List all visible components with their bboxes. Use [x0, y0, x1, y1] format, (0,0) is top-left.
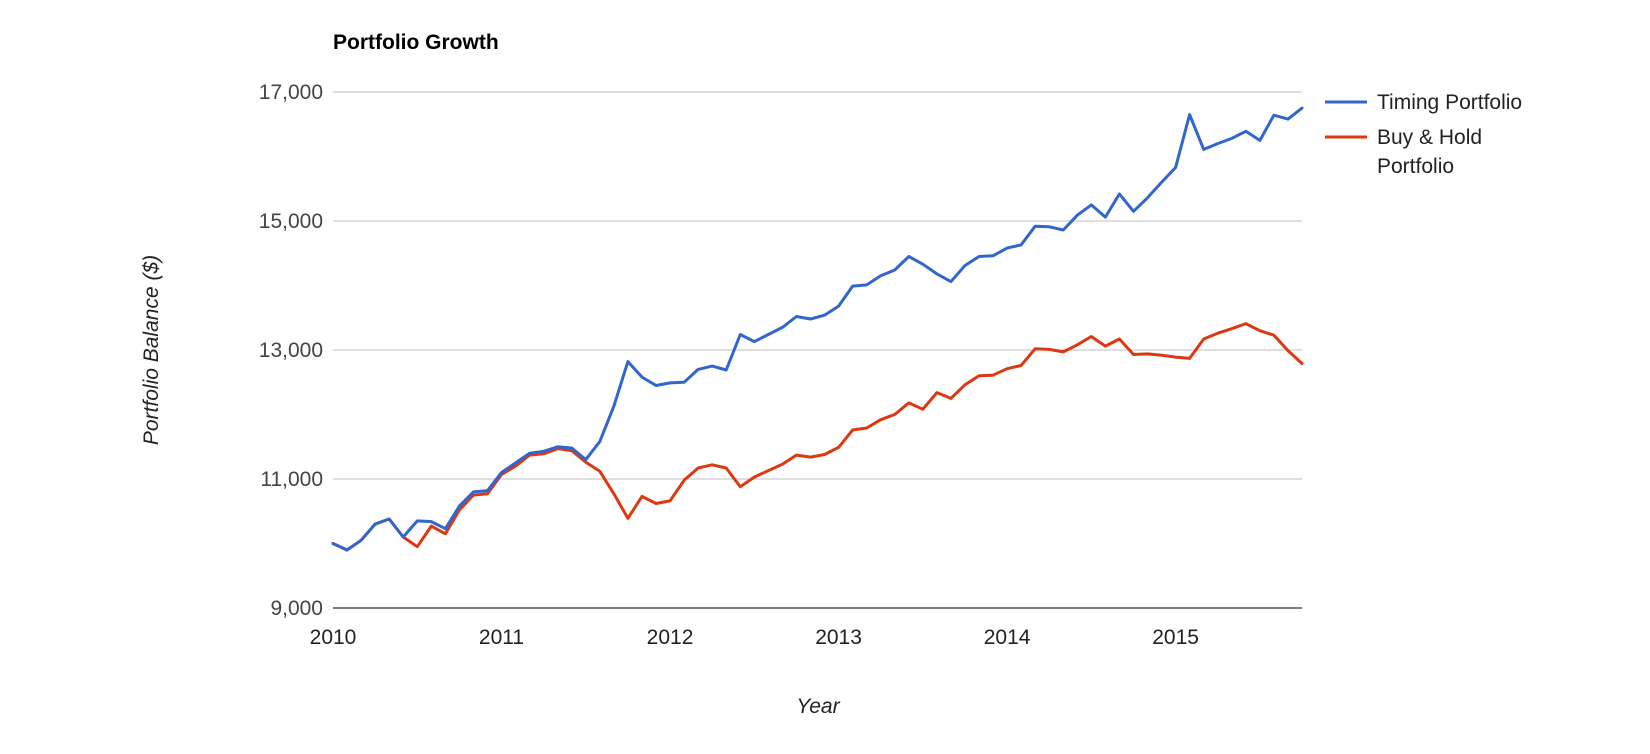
y-tick-label: 9,000 [270, 597, 323, 620]
x-tick-label: 2014 [984, 626, 1031, 649]
x-tick-label: 2010 [310, 626, 357, 649]
y-tick-label: 13,000 [259, 339, 323, 362]
x-tick-label: 2013 [815, 626, 862, 649]
legend-item: Buy & Hold Portfolio [1325, 126, 1482, 178]
gridlines [333, 91, 1302, 609]
legend-item: Timing Portfolio [1325, 91, 1522, 114]
legend-label: Timing Portfolio [1377, 91, 1522, 114]
y-tick-label: 15,000 [259, 210, 323, 233]
series-line [331, 106, 1304, 552]
legend-label: Buy & Hold Portfolio [1377, 126, 1482, 178]
y-axis-tick-labels: 9,000 11,000 13,000 15,000 17,000 [259, 81, 323, 620]
x-tick-label: 2011 [479, 626, 524, 649]
x-axis-label: Year [796, 695, 840, 718]
y-tick-label: 11,000 [260, 468, 323, 491]
x-tick-label: 2015 [1152, 626, 1199, 649]
legend: Timing Portfolio Buy & Hold Portfolio [1325, 91, 1522, 178]
chart-title: Portfolio Growth [333, 31, 499, 54]
x-axis-tick-labels: 2010 2011 2012 2013 2014 2015 [310, 626, 1199, 649]
y-tick-label: 17,000 [259, 81, 323, 104]
series-line [331, 322, 1304, 552]
y-axis-label: Portfolio Balance ($) [140, 255, 163, 445]
series-lines [331, 106, 1304, 552]
x-tick-label: 2012 [647, 626, 694, 649]
